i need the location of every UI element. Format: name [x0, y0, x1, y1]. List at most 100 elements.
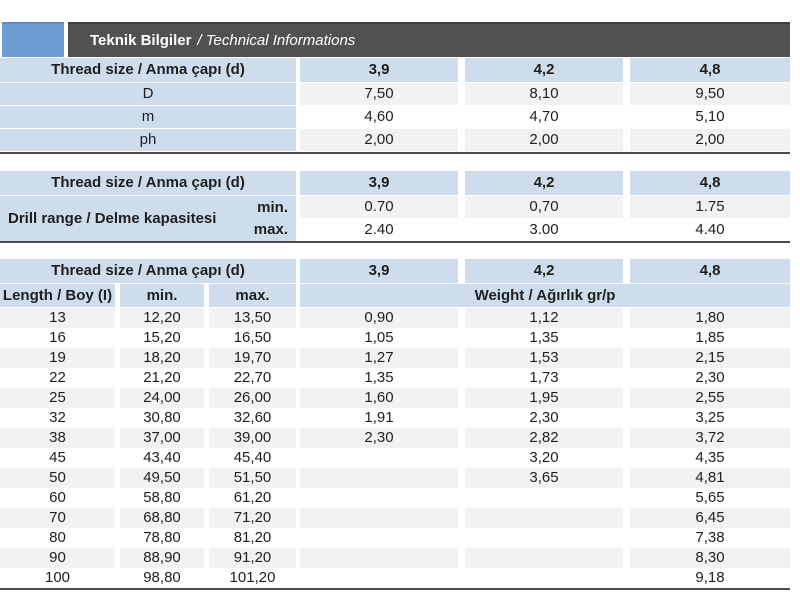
weight-cell: 1,35 — [529, 329, 559, 346]
weight-cell: 1,95 — [465, 388, 623, 408]
table3-size-col-2: 4,2 — [465, 259, 623, 283]
spacer — [0, 243, 790, 259]
min-col-label: min. — [120, 284, 204, 307]
max-cell: 101,20 — [229, 569, 276, 586]
weight-cell: 2,30 — [529, 409, 559, 426]
table2-bottom-rule — [0, 241, 790, 243]
value-cell: 2,00 — [465, 129, 623, 151]
table-row: m 4,60 4,70 5,10 — [0, 106, 790, 128]
weight-cell — [465, 508, 623, 528]
length-cell: 38 — [0, 428, 115, 448]
table-row: 50 49,50 51,50 3,65 4,81 — [0, 468, 790, 488]
table2-body: Drill range / Delme kapasitesi min. max.… — [0, 196, 790, 241]
min-cell: 78,80 — [143, 529, 181, 546]
min-max-labels: min. max. — [244, 196, 296, 241]
weight-cell — [300, 508, 458, 528]
length-cell: 50 — [0, 468, 115, 488]
table2-size-col-3: 4,8 — [630, 171, 790, 195]
title-bar: Teknik Bilgiler / Technical Informations — [0, 22, 790, 57]
table2-corner-label: Thread size / Anma çapı (d) — [0, 171, 296, 195]
min-label: min. — [257, 198, 288, 216]
max-cell: 26,00 — [209, 388, 296, 408]
max-cell: 32,60 — [233, 409, 272, 426]
weight-cell: 1,27 — [300, 348, 458, 368]
table2-values: 0.70 0,70 1.75 2.40 3.00 4.40 — [300, 196, 790, 241]
table3-subheader-row: Length / Boy (I) min. max. Weight / Ağır… — [0, 284, 790, 307]
weight-cell: 7,38 — [695, 529, 725, 546]
drill-range-label: Drill range / Delme kapasitesi — [8, 210, 217, 227]
table2-size-col-2: 4,2 — [465, 171, 623, 195]
weight-cell: 6,45 — [630, 508, 790, 528]
max-cell: 19,70 — [209, 348, 296, 368]
table3-corner-label: Thread size / Anma çapı (d) — [0, 259, 296, 283]
max-col-label: max. — [209, 284, 296, 307]
table-row: 16 15,20 16,50 1,05 1,35 1,85 — [0, 328, 790, 348]
value-cell: 4,60 — [364, 108, 394, 125]
max-cell: 22,70 — [233, 369, 272, 386]
weight-cell: 9,18 — [695, 569, 725, 586]
table1-size-col-3: 4,8 — [630, 58, 790, 82]
length-cell: 13 — [0, 308, 115, 328]
table3-size-col-3: 4,8 — [630, 259, 790, 283]
length-cell: 70 — [0, 508, 115, 528]
table1-bottom-rule — [0, 152, 790, 154]
max-cell: 16,50 — [233, 329, 272, 346]
weight-cell: 0,90 — [300, 308, 458, 328]
table2-size-col-1: 3,9 — [300, 171, 458, 195]
weight-cell: 4,35 — [695, 449, 725, 466]
value-cell: 2,00 — [300, 129, 458, 151]
length-cell: 25 — [0, 388, 115, 408]
max-cell: 39,00 — [209, 428, 296, 448]
table3-bottom-rule — [0, 588, 790, 590]
weight-cell: 3,72 — [630, 428, 790, 448]
max-cell: 13,50 — [209, 308, 296, 328]
weight-cell: 1,05 — [364, 329, 394, 346]
weight-cell: 1,91 — [364, 409, 394, 426]
weight-cell — [465, 548, 623, 568]
title-turkish: Teknik Bilgiler — [90, 32, 192, 49]
min-cell: 21,20 — [143, 369, 181, 386]
table-row: 45 43,40 45,40 3,20 4,35 — [0, 448, 790, 468]
table-length-weight: Thread size / Anma çapı (d) 3,9 4,2 4,8 … — [0, 259, 790, 590]
table3-size-col-1: 3,9 — [300, 259, 458, 283]
max-cell: 71,20 — [209, 508, 296, 528]
min-cell: 30,80 — [143, 409, 181, 426]
title-dark-bar: Teknik Bilgiler / Technical Informations — [68, 22, 790, 57]
min-row: 0.70 0,70 1.75 — [300, 196, 790, 218]
spacer — [0, 154, 790, 171]
weight-cell: 3,65 — [465, 468, 623, 488]
value-cell: 5,10 — [695, 108, 725, 125]
max-cell: 61,20 — [233, 489, 272, 506]
weight-cell: 1,60 — [300, 388, 458, 408]
weight-cell — [465, 488, 623, 508]
min-cell: 88,90 — [120, 548, 204, 568]
table3-body: 13 12,20 13,50 0,90 1,12 1,80 16 15,20 1… — [0, 308, 790, 588]
value-cell: 4.40 — [695, 221, 725, 238]
min-cell: 58,80 — [143, 489, 181, 506]
table-row: 13 12,20 13,50 0,90 1,12 1,80 — [0, 308, 790, 328]
max-cell: 81,20 — [233, 529, 272, 546]
weight-cell: 8,30 — [630, 548, 790, 568]
weight-cell: 1,53 — [465, 348, 623, 368]
value-cell: 3.00 — [529, 221, 559, 238]
max-cell: 45,40 — [233, 449, 272, 466]
length-cell: 19 — [0, 348, 115, 368]
length-cell: 45 — [49, 449, 66, 466]
table1-corner-label: Thread size / Anma çapı (d) — [0, 58, 296, 82]
value-cell: 7,50 — [300, 83, 458, 105]
table1-size-col-2: 4,2 — [465, 58, 623, 82]
weight-cell — [300, 488, 458, 508]
table-row: 25 24,00 26,00 1,60 1,95 2,55 — [0, 388, 790, 408]
table-row: 80 78,80 81,20 7,38 — [0, 528, 790, 548]
table-dimensions: Thread size / Anma çapı (d) 3,9 4,2 4,8 … — [0, 58, 790, 154]
value-cell: 1.75 — [630, 196, 790, 218]
length-cell: 100 — [44, 569, 71, 586]
length-col-label: Length / Boy (I) — [0, 284, 115, 307]
weight-cell — [300, 448, 458, 468]
length-cell: 16 — [49, 329, 66, 346]
table1-header-row: Thread size / Anma çapı (d) 3,9 4,2 4,8 — [0, 58, 790, 82]
title-english: / Technical Informations — [197, 32, 356, 49]
min-cell: 18,20 — [120, 348, 204, 368]
weight-cell — [465, 528, 623, 548]
